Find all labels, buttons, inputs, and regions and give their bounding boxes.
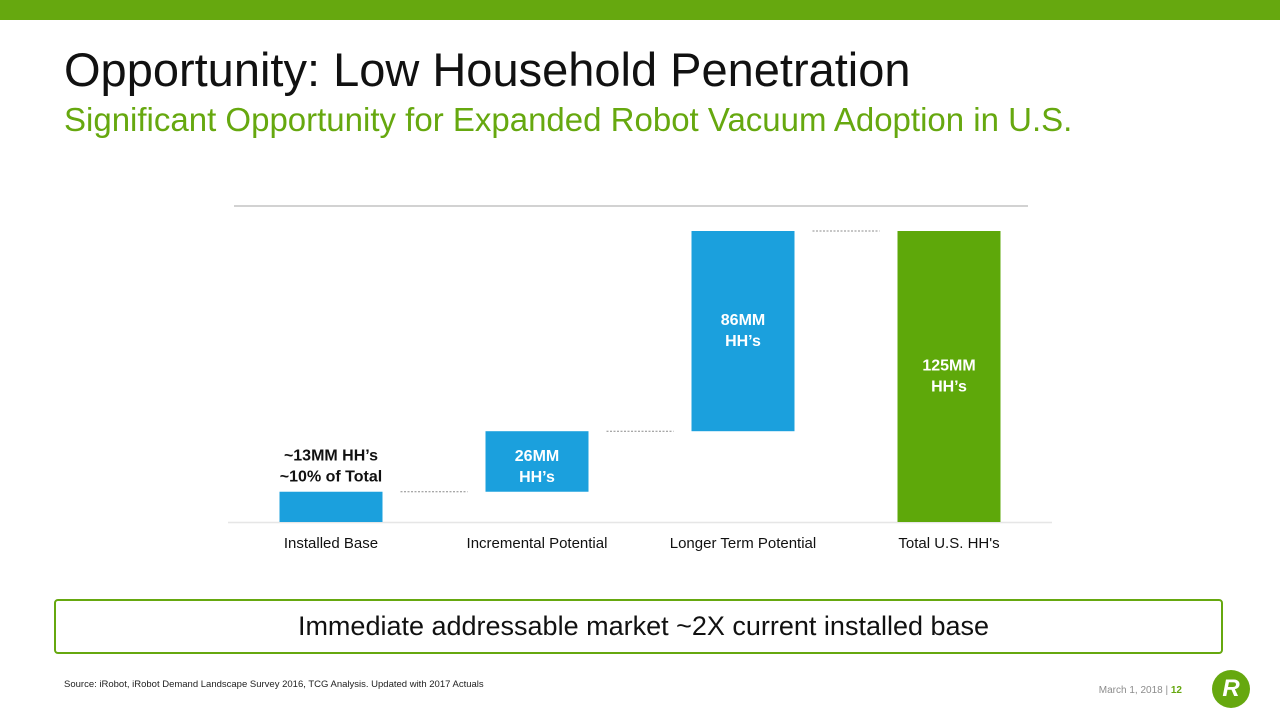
bar-2 xyxy=(485,431,589,492)
page-number: 12 xyxy=(1170,685,1182,696)
category-label-4: Total U.S. HH's xyxy=(898,535,999,552)
bar-1 xyxy=(279,491,383,522)
data-label-1-line-2: ~10% of Total xyxy=(280,469,382,486)
data-label-1-line-1: ~13MM HH’s xyxy=(284,448,378,465)
footer-date: March 1, 2018 | 12 xyxy=(1099,685,1182,696)
callout-text: Immediate addressable market ~2X current… xyxy=(297,611,990,641)
callout-box: Immediate addressable market ~2X current… xyxy=(54,599,1223,654)
slide-subtitle: Significant Opportunity for Expanded Rob… xyxy=(64,101,1073,138)
waterfall-chart: ~13MM HH’s ~10% of Total 26MM HH’s 86MM HH’s 1… xyxy=(228,205,1052,552)
logo-letter: R xyxy=(1222,675,1240,702)
data-label-2-line-2: HH’s xyxy=(519,469,555,486)
data-label-4-line-2: HH’s xyxy=(931,379,967,396)
footer-date-text: March 1, 2018 | xyxy=(1098,685,1169,696)
data-label-3-line-1: 86MM xyxy=(721,312,765,329)
category-label-2: Incremental Potential xyxy=(467,535,608,552)
bar-3 xyxy=(691,231,795,432)
data-label-3-line-2: HH’s xyxy=(725,333,761,350)
bar-4 xyxy=(897,231,1001,522)
data-label-2-line-1: 26MM xyxy=(515,448,559,465)
source-note: Source: iRobot, iRobot Demand Landscape … xyxy=(64,679,484,690)
category-label-1: Installed Base xyxy=(284,535,378,552)
data-label-4-line-1: 125MM xyxy=(922,358,975,375)
irobot-logo-icon: R xyxy=(1212,670,1250,708)
slide-title: Opportunity: Low Household Penetration xyxy=(64,43,911,96)
category-label-3: Longer Term Potential xyxy=(670,535,816,552)
top-accent-bar xyxy=(0,0,1280,20)
